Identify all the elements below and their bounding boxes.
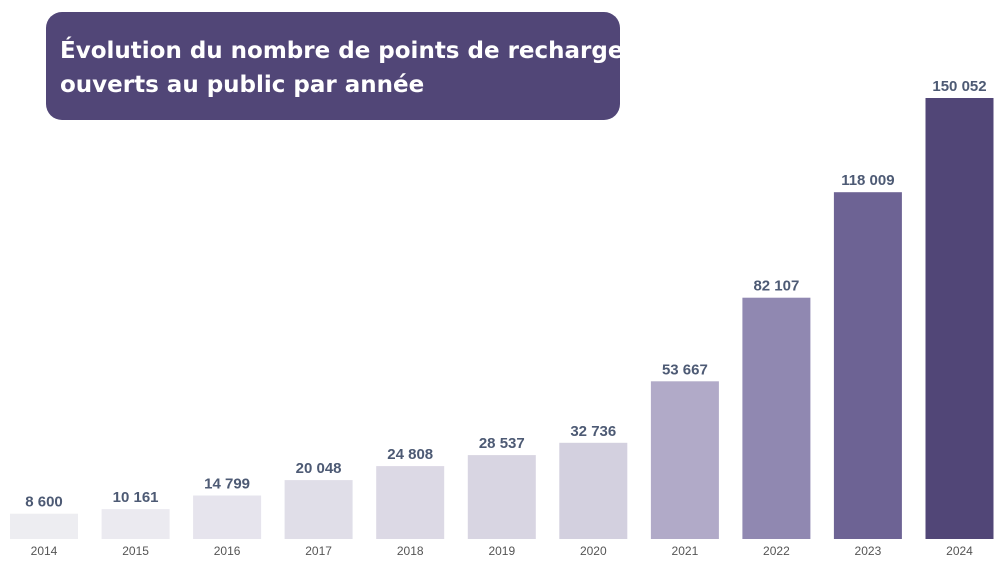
x-tick-label-2021: 2021 [672,544,699,558]
bar-2016 [193,495,262,539]
value-label-2023: 118 009 [841,172,894,189]
value-label-2015: 10 161 [113,489,159,506]
chart-title-line-2: ouverts au public par année [60,72,425,98]
x-tick-label-2014: 2014 [31,544,58,558]
x-tick-label-2016: 2016 [214,544,241,558]
value-label-2021: 53 667 [662,361,708,378]
value-label-2022: 82 107 [753,278,799,295]
value-label-2024: 150 052 [932,78,986,95]
value-label-2016: 14 799 [204,476,250,493]
bar-2024 [925,98,994,539]
x-tick-label-2023: 2023 [855,544,882,558]
x-tick-label-2020: 2020 [580,544,607,558]
value-label-2018: 24 808 [387,446,433,463]
bar-2017 [284,480,353,539]
x-tick-label-2018: 2018 [397,544,424,558]
bar-2018 [376,466,445,539]
value-label-2020: 32 736 [570,423,616,440]
x-tick-label-2015: 2015 [122,544,149,558]
bar-2023 [833,192,902,539]
bar-2019 [467,455,536,539]
bar-2015 [101,509,170,539]
x-tick-label-2019: 2019 [488,544,515,558]
chart-title-box: Évolution du nombre de points de recharg… [46,12,624,120]
bar-2020 [559,442,628,539]
value-label-2017: 20 048 [296,460,342,477]
chart-title-line-1: Évolution du nombre de points de recharg… [60,38,624,64]
x-tick-label-2017: 2017 [305,544,332,558]
value-label-2014: 8 600 [25,494,63,511]
bar-2014 [10,513,78,539]
bar-2022 [742,297,811,539]
value-label-2019: 28 537 [479,435,525,452]
bar-2021 [650,381,719,539]
x-tick-label-2022: 2022 [763,544,790,558]
x-tick-label-2024: 2024 [946,544,973,558]
